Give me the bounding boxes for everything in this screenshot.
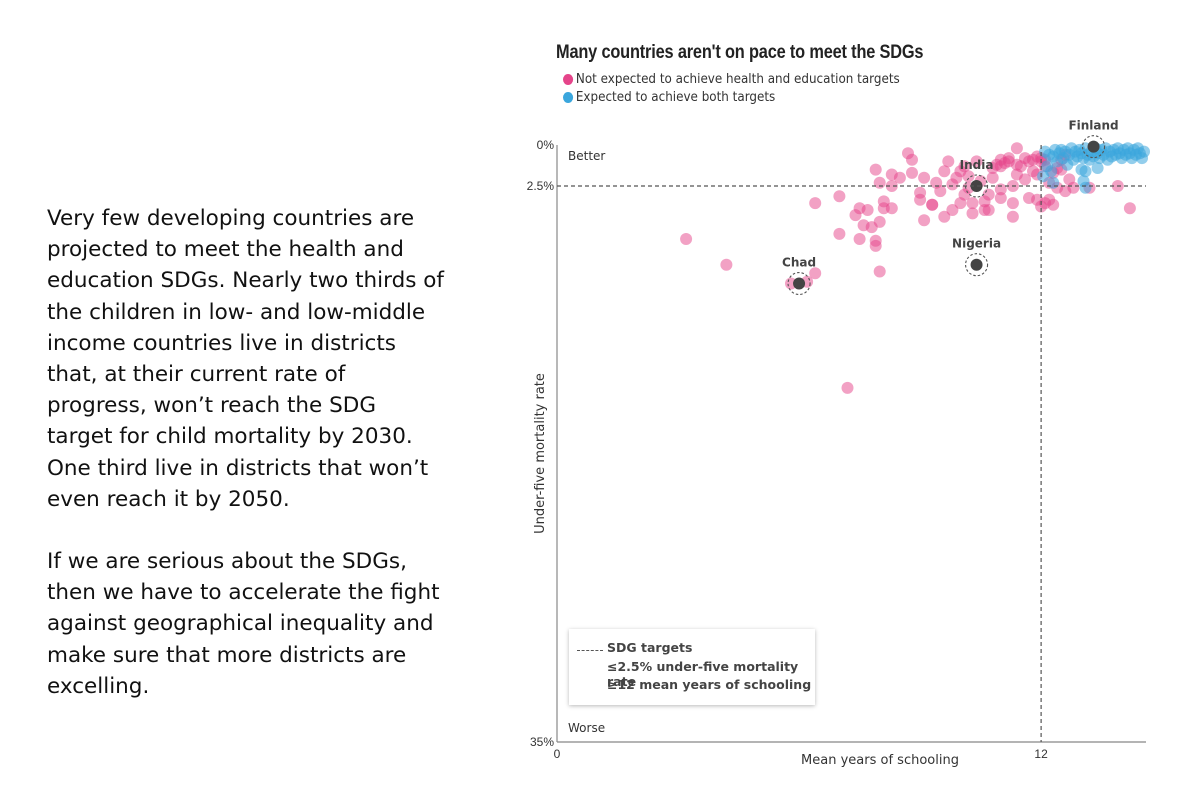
legend-swatch-expected: [563, 92, 574, 103]
data-point-not-expected: [918, 214, 931, 227]
data-point-not-expected: [970, 155, 983, 168]
data-point-not-expected: [966, 197, 979, 210]
x-tick-label-0: 0: [554, 747, 561, 761]
dashed-line-key: [577, 650, 603, 651]
description-panel: Very few developing countries are projec…: [47, 203, 447, 733]
y-tick-label-0: 0%: [537, 138, 555, 152]
highlight-ring-nigeria: [965, 253, 989, 277]
data-point-not-expected: [809, 197, 822, 210]
data-point-not-expected: [1002, 152, 1015, 165]
legend-label-not-expected: Not expected to achieve health and educa…: [575, 72, 900, 87]
legend-item-not-expected: Not expected to achieve health and educa…: [563, 72, 900, 87]
legend-label-expected: Expected to achieve both targets: [575, 90, 776, 105]
data-point-not-expected: [841, 381, 854, 394]
data-point-not-expected: [958, 188, 971, 201]
data-point-not-expected: [994, 192, 1007, 204]
note-item-mortality: ≤2.5% under-five mortality rate: [607, 659, 799, 689]
note-item-schooling: ≥12 mean years of schooling: [607, 677, 812, 692]
data-point-not-expected: [978, 195, 991, 208]
data-point-not-expected: [869, 239, 882, 252]
description-paragraph-2: If we are serious about the SDGs, then w…: [47, 549, 440, 699]
data-point-not-expected: [926, 198, 939, 211]
data-point-not-expected: [918, 171, 931, 184]
note-title: SDG targets: [607, 640, 693, 655]
data-point-not-expected: [934, 185, 947, 198]
country-label-nigeria: Nigeria: [952, 237, 1001, 251]
highlight-ring-chad: [787, 271, 811, 296]
x-axis-title: Mean years of schooling: [801, 753, 959, 768]
data-point-expected: [1138, 145, 1150, 158]
data-point-not-expected: [942, 155, 955, 168]
data-point-not-expected: [853, 202, 866, 215]
data-point-not-expected: [869, 163, 882, 176]
data-point-not-expected: [906, 166, 918, 179]
sdg-targets-note: SDG targets ≤2.5% under-five mortality r…: [569, 629, 815, 705]
data-point-not-expected: [720, 258, 733, 271]
highlight-point-nigeria: [970, 258, 983, 271]
chart-title: Many countries aren't on pace to meet th…: [556, 42, 924, 63]
data-point-not-expected: [1006, 210, 1019, 223]
legend-swatch-not-expected: [563, 74, 574, 85]
data-point-not-expected: [958, 160, 971, 173]
data-point-not-expected: [1019, 173, 1031, 186]
data-point-not-expected: [853, 233, 866, 245]
data-point-not-expected: [938, 210, 951, 223]
country-label-chad: Chad: [782, 256, 816, 270]
data-point-not-expected: [833, 190, 846, 203]
highlight-point-chad: [793, 277, 806, 290]
better-label: Better: [568, 149, 605, 163]
y-tick-label-35: 35%: [530, 735, 554, 749]
data-point-not-expected: [885, 168, 898, 181]
data-point-expected: [1047, 176, 1060, 189]
data-point-not-expected: [1123, 202, 1136, 215]
legend-item-expected: Expected to achieve both targets: [563, 90, 775, 105]
data-point-not-expected: [873, 265, 886, 278]
country-label-india: India: [960, 158, 994, 172]
data-point-expected: [1079, 165, 1092, 178]
worse-label: Worse: [568, 721, 605, 735]
highlight-ring-finland: [1082, 135, 1106, 159]
dots-layer: [680, 142, 1150, 394]
data-point-not-expected: [1006, 197, 1019, 210]
data-point-not-expected: [1067, 181, 1080, 194]
data-point-not-expected: [946, 204, 959, 216]
data-point-not-expected: [885, 202, 898, 215]
data-point-not-expected: [680, 233, 693, 245]
description-paragraph-1: Very few developing countries are projec…: [47, 206, 445, 512]
y-tick-label-2-5: 2.5%: [527, 179, 555, 193]
scatter-chart: Many countries aren't on pace to meet th…: [520, 30, 1180, 799]
data-point-not-expected: [1010, 142, 1023, 155]
data-point-expected: [1037, 170, 1050, 183]
data-point-not-expected: [914, 193, 927, 206]
data-point-not-expected: [994, 183, 1007, 196]
y-axis-title: Under-five mortality rate: [533, 373, 548, 534]
data-point-not-expected: [1047, 198, 1060, 211]
data-point-not-expected: [966, 207, 979, 220]
data-point-expected: [1091, 162, 1104, 174]
data-point-expected: [1079, 181, 1092, 194]
data-point-not-expected: [809, 267, 822, 280]
highlight-point-india: [970, 180, 983, 192]
highlight-point-finland: [1087, 140, 1100, 153]
plot-area: Finland India Nigeria Chad 0% 2.5% 35% 0 12…: [527, 119, 1150, 768]
x-tick-label-12: 12: [1034, 747, 1048, 761]
data-point-not-expected: [833, 227, 846, 240]
data-point-not-expected: [877, 195, 890, 208]
data-point-not-expected: [873, 215, 886, 228]
data-point-not-expected: [902, 147, 914, 160]
country-label-finland: Finland: [1068, 119, 1118, 133]
data-point-not-expected: [873, 176, 886, 189]
data-point-not-expected: [938, 165, 951, 178]
data-point-not-expected: [962, 170, 975, 183]
data-point-not-expected: [986, 171, 999, 184]
data-point-not-expected: [885, 180, 898, 192]
